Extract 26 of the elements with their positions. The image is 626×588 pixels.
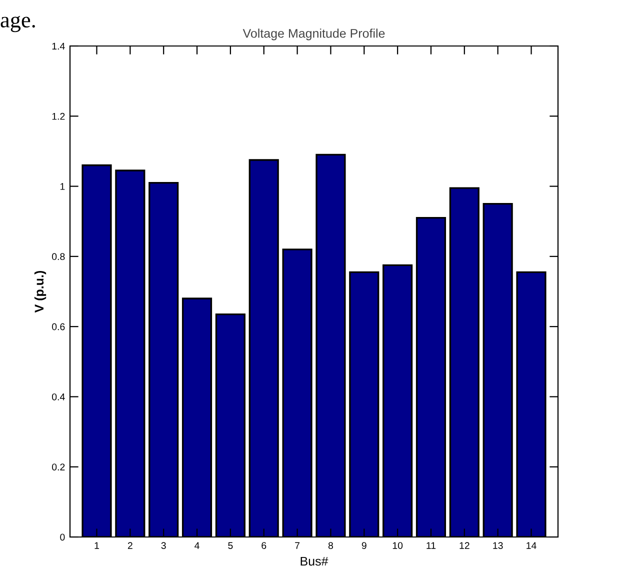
x-tick-label: 12 xyxy=(460,542,470,549)
x-tick-label: 9 xyxy=(362,542,366,549)
x-tick-label: 6 xyxy=(262,542,266,549)
x-tick-label: 8 xyxy=(328,542,333,549)
x-tick-label: 5 xyxy=(228,542,233,549)
x-axis-title: Bus# xyxy=(300,556,328,566)
text: age. xyxy=(0,16,35,32)
y-tick-label: 0.2 xyxy=(52,464,65,470)
x-tick-label: 3 xyxy=(161,542,166,549)
y-tick-label: 0.8 xyxy=(52,253,65,260)
x-tick-label: 2 xyxy=(128,542,132,549)
x-tick-label: 1 xyxy=(94,542,99,549)
x-tick-label: 10 xyxy=(392,542,403,549)
x-tick-label: 13 xyxy=(493,542,503,549)
chart-title: Voltage Magnitude Profile xyxy=(242,28,385,40)
y-tick-label: 0.6 xyxy=(52,323,65,330)
x-tick-label: 11 xyxy=(426,542,436,549)
x-tick-label: 7 xyxy=(295,542,300,549)
x-tick-label: 4 xyxy=(194,542,200,549)
y-tick-label: 1.4 xyxy=(52,42,65,50)
y-tick-label: 1.2 xyxy=(52,112,65,120)
y-axis-title: V (p.u.) xyxy=(34,270,46,313)
y-tick-label: 1 xyxy=(60,183,65,190)
y-tick-label: 0.4 xyxy=(52,393,65,400)
x-tick-label: 14 xyxy=(526,542,536,549)
y-tick-label: 0 xyxy=(60,534,65,541)
